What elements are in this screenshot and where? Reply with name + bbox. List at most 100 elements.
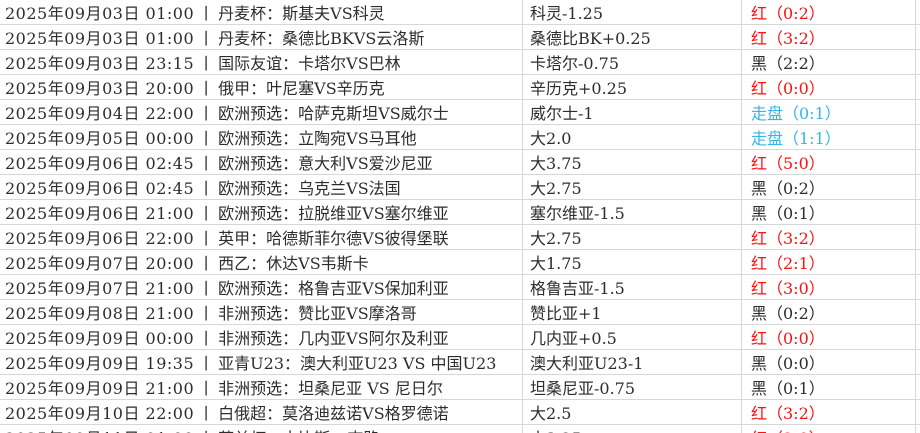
match-cell: 2025年09月07日 20:00 丨 西乙：休达VS韦斯卡 (0, 250, 523, 274)
result-value: 黑（0:2） (751, 304, 825, 323)
handicap-cell: 科灵-1.25 (523, 0, 742, 24)
table-row: 2025年09月06日 02:45 丨 欧洲预选：意大利VS爱沙尼亚 大3.75… (0, 150, 920, 175)
result-value: 走盘（1:1） (751, 129, 841, 148)
handicap-cell: 大2.75 (523, 225, 742, 249)
result-value: 红（5:0） (751, 154, 825, 173)
table-row: 2025年09月05日 00:00 丨 欧洲预选：立陶宛VS马耳他 大2.0 走… (0, 125, 920, 150)
separator: 丨 (198, 329, 215, 348)
handicap-value: 卡塔尔-0.75 (530, 54, 620, 73)
match-datetime: 2025年09月06日 21:00 (5, 204, 195, 223)
result-value: 红（2:1） (751, 254, 825, 273)
match-datetime: 2025年09月07日 20:00 (5, 254, 195, 273)
result-cell: 红（2:1） (742, 250, 916, 274)
table-row: 2025年09月03日 20:00 丨 俄甲：叶尼塞VS辛历克 辛历克+0.25… (0, 75, 920, 100)
table-row: 2025年09月10日 22:00 丨 白俄超：莫洛迪兹诺VS格罗德诺 大2.5… (0, 400, 920, 425)
result-value: 红（2:0） (751, 425, 825, 433)
result-value: 黑（0:2） (751, 179, 825, 198)
handicap-cell: 威尔士-1 (523, 100, 742, 124)
result-value: 红（0:0） (751, 79, 825, 98)
match-cell: 2025年09月07日 21:00 丨 欧洲预选：格鲁吉亚VS保加利亚 (0, 275, 523, 299)
match-datetime: 2025年09月03日 20:00 (5, 79, 195, 98)
separator: 丨 (198, 404, 215, 423)
match-datetime: 2025年09月06日 02:45 (5, 154, 195, 173)
result-value: 黑（0:1） (751, 204, 825, 223)
match-cell: 2025年09月03日 20:00 丨 俄甲：叶尼塞VS辛历克 (0, 75, 523, 99)
result-cell: 黑（0:1） (742, 200, 916, 224)
handicap-value: 大2.0 (530, 129, 572, 148)
handicap-cell: 大2.0 (523, 125, 742, 149)
match-cell: 2025年09月06日 02:45 丨 欧洲预选：意大利VS爱沙尼亚 (0, 150, 523, 174)
separator: 丨 (198, 379, 215, 398)
match-datetime: 2025年09月11日 01:00 (5, 425, 194, 433)
match-cell: 2025年09月06日 22:00 丨 英甲：哈德斯菲尔德VS彼得堡联 (0, 225, 523, 249)
handicap-cell: 坦桑尼亚-0.75 (523, 375, 742, 399)
table-row: 2025年09月06日 22:00 丨 英甲：哈德斯菲尔德VS彼得堡联 大2.7… (0, 225, 920, 250)
match-datetime: 2025年09月07日 21:00 (5, 279, 195, 298)
handicap-value: 小3.25 (530, 425, 582, 433)
result-cell: 红（3:2） (742, 400, 916, 424)
result-cell: 红（0:0） (742, 75, 916, 99)
table-row: 2025年09月07日 20:00 丨 西乙：休达VS韦斯卡 大1.75 红（2… (0, 250, 920, 275)
handicap-value: 格鲁吉亚-1.5 (530, 279, 625, 298)
result-cell: 走盘（0:1） (742, 100, 916, 124)
handicap-value: 大3.75 (530, 154, 582, 173)
match-cell: 2025年09月09日 00:00 丨 非洲预选：几内亚VS阿尔及利亚 (0, 325, 523, 349)
match-name: 丹麦杯：斯基夫VS科灵 (218, 4, 385, 23)
separator: 丨 (198, 279, 215, 298)
match-name: 非洲预选：坦桑尼亚 VS 尼日尔 (218, 379, 443, 398)
handicap-cell: 澳大利亚U23-1 (523, 350, 742, 374)
match-name: 西乙：休达VS韦斯卡 (218, 254, 369, 273)
separator: 丨 (198, 54, 215, 73)
handicap-value: 大2.75 (530, 179, 582, 198)
table-row: 2025年09月06日 02:45 丨 欧洲预选：乌克兰VS法国 大2.75 黑… (0, 175, 920, 200)
match-name: 非洲预选：赞比亚VS摩洛哥 (218, 304, 417, 323)
result-cell: 红（3:2） (742, 225, 916, 249)
match-datetime: 2025年09月09日 21:00 (5, 379, 195, 398)
match-cell: 2025年09月03日 01:00 丨 丹麦杯：桑德比BKVS云洛斯 (0, 25, 523, 49)
result-cell: 黑（0:1） (742, 375, 916, 399)
match-name: 亚青U23：澳大利亚U23 VS 中国U23 (218, 354, 497, 373)
handicap-value: 坦桑尼亚-0.75 (530, 379, 636, 398)
result-cell: 红（2:0） (742, 425, 916, 433)
handicap-cell: 大2.5 (523, 400, 742, 424)
match-cell: 2025年09月09日 19:35 丨 亚青U23：澳大利亚U23 VS 中国U… (0, 350, 523, 374)
match-datetime: 2025年09月05日 00:00 (5, 129, 195, 148)
handicap-value: 澳大利亚U23-1 (530, 354, 644, 373)
result-cell: 红（0:0） (742, 325, 916, 349)
result-value: 黑（2:2） (751, 54, 825, 73)
result-cell: 红（0:2） (742, 0, 916, 24)
table-row: 2025年09月09日 19:35 丨 亚青U23：澳大利亚U23 VS 中国U… (0, 350, 920, 375)
match-name: 欧洲预选：意大利VS爱沙尼亚 (218, 154, 433, 173)
table-row: 2025年09月09日 00:00 丨 非洲预选：几内亚VS阿尔及利亚 几内亚+… (0, 325, 920, 350)
match-datetime: 2025年09月09日 19:35 (5, 354, 195, 373)
result-cell: 红（3:0） (742, 275, 916, 299)
separator: 丨 (198, 129, 215, 148)
table-row: 2025年09月08日 21:00 丨 非洲预选：赞比亚VS摩洛哥 赞比亚+1 … (0, 300, 920, 325)
result-cell: 黑（0:2） (742, 300, 916, 324)
handicap-cell: 塞尔维亚-1.5 (523, 200, 742, 224)
separator: 丨 (198, 4, 215, 23)
handicap-cell: 桑德比BK+0.25 (523, 25, 742, 49)
match-cell: 2025年09月08日 21:00 丨 非洲预选：赞比亚VS摩洛哥 (0, 300, 523, 324)
match-datetime: 2025年09月06日 02:45 (5, 179, 195, 198)
table-row: 2025年09月07日 21:00 丨 欧洲预选：格鲁吉亚VS保加利亚 格鲁吉亚… (0, 275, 920, 300)
separator: 丨 (198, 229, 215, 248)
match-datetime: 2025年09月06日 22:00 (5, 229, 195, 248)
table-row: 2025年09月03日 01:00 丨 丹麦杯：斯基夫VS科灵 科灵-1.25 … (0, 0, 920, 25)
match-name: 欧洲预选：哈萨克斯坦VS威尔士 (218, 104, 449, 123)
result-cell: 走盘（1:1） (742, 125, 916, 149)
handicap-cell: 大3.75 (523, 150, 742, 174)
match-name: 非洲预选：几内亚VS阿尔及利亚 (218, 329, 449, 348)
result-value: 红（0:2） (751, 4, 825, 23)
match-cell: 2025年09月05日 00:00 丨 欧洲预选：立陶宛VS马耳他 (0, 125, 523, 149)
handicap-value: 辛历克+0.25 (530, 79, 628, 98)
result-cell: 红（3:2） (742, 25, 916, 49)
separator: 丨 (198, 425, 214, 433)
separator: 丨 (198, 204, 215, 223)
match-name: 欧洲预选：立陶宛VS马耳他 (218, 129, 417, 148)
result-value: 红（3:2） (751, 404, 825, 423)
match-datetime: 2025年09月03日 01:00 (5, 4, 195, 23)
handicap-cell: 赞比亚+1 (523, 300, 742, 324)
